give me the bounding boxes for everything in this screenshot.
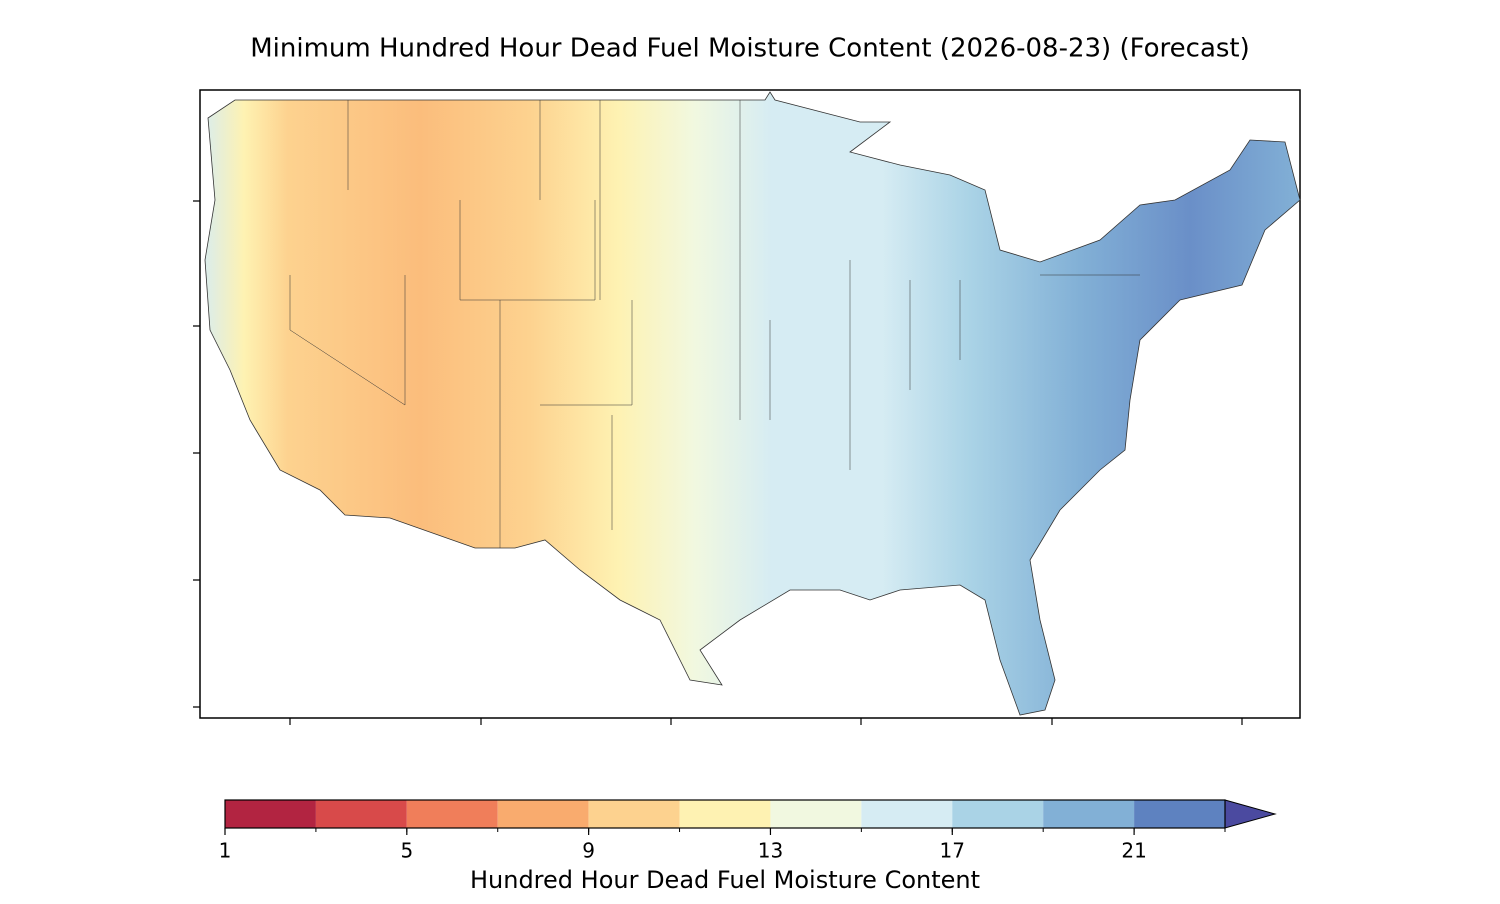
colorbar-bin: [406, 800, 498, 828]
colorbar-bin: [952, 800, 1044, 828]
colorbar-tick-label: 17: [940, 839, 965, 863]
colorbar-bin: [1043, 800, 1135, 828]
colorbar: 1 5 9 13 17 21: [219, 799, 1277, 863]
colorbar-tick-label: 13: [758, 839, 783, 863]
colorbar-extension: [1224, 799, 1277, 829]
colorbar-bin: [315, 800, 407, 828]
colorbar-bin: [588, 800, 680, 828]
state-lines: [289, 100, 1140, 548]
colorbar-bin: [861, 800, 953, 828]
colorbar-tick-label: 9: [582, 839, 595, 863]
colorbar-bin: [770, 800, 862, 828]
colorbar-bin: [1134, 800, 1225, 828]
axis-ticks: [193, 200, 1243, 725]
colorbar-label: Hundred Hour Dead Fuel Moisture Content: [470, 866, 980, 894]
colorbar-bin: [225, 800, 316, 828]
colorbar-tick-label: 21: [1121, 839, 1146, 863]
colorbar-bin: [497, 800, 589, 828]
colorbar-tick-label: 1: [219, 839, 232, 863]
map-frame: [199, 89, 1301, 719]
colorbar-outline: [224, 799, 1226, 829]
map-title: Minimum Hundred Hour Dead Fuel Moisture …: [250, 34, 1250, 64]
colorbar-bin: [679, 800, 771, 828]
us-map: [204, 91, 1301, 716]
colorbar-tick-label: 5: [400, 839, 413, 863]
